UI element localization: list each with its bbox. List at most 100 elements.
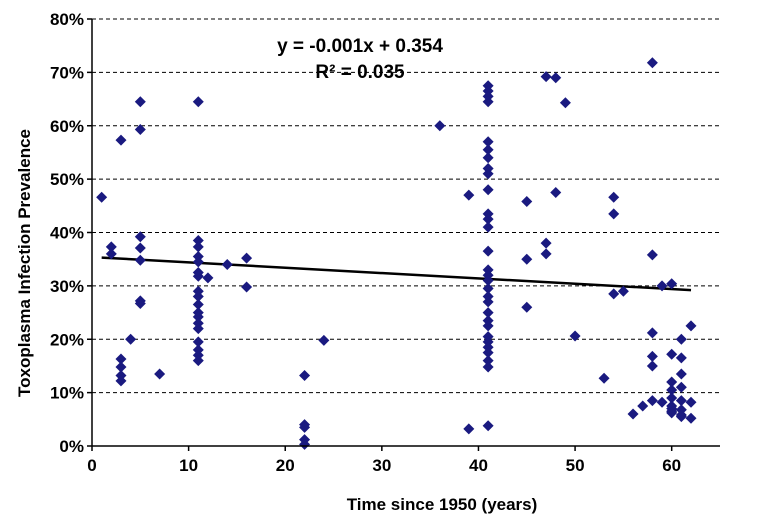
data-point bbox=[598, 372, 610, 384]
data-point bbox=[685, 320, 697, 332]
y-tick-labels: 0% 10% 20% 30% 40% 50% 60% 70% 80% bbox=[50, 10, 84, 456]
data-point bbox=[666, 392, 678, 404]
data-point bbox=[656, 396, 668, 408]
data-point bbox=[134, 254, 146, 266]
data-point bbox=[617, 285, 629, 297]
r-squared-label: R² = 0.035 bbox=[315, 62, 405, 83]
data-point bbox=[318, 334, 330, 346]
data-point bbox=[192, 270, 204, 282]
data-point bbox=[434, 120, 446, 132]
data-point bbox=[685, 396, 697, 408]
data-point bbox=[685, 412, 697, 424]
x-axis-title: Time since 1950 (years) bbox=[347, 495, 538, 514]
data-point bbox=[202, 272, 214, 284]
data-point bbox=[299, 438, 311, 450]
data-point bbox=[192, 336, 204, 348]
x-tick-label: 10 bbox=[179, 456, 198, 475]
data-point bbox=[192, 323, 204, 335]
data-point bbox=[675, 381, 687, 393]
data-point bbox=[115, 375, 127, 387]
data-point bbox=[540, 237, 552, 249]
data-point bbox=[666, 376, 678, 388]
data-point bbox=[482, 144, 494, 156]
data-point bbox=[521, 301, 533, 313]
data-point bbox=[134, 96, 146, 108]
data-point bbox=[675, 368, 687, 380]
trendline-equation: y = -0.001x + 0.354 bbox=[277, 36, 443, 57]
data-point bbox=[482, 420, 494, 432]
data-point bbox=[192, 241, 204, 253]
data-point bbox=[105, 248, 117, 260]
x-tick-label: 20 bbox=[276, 456, 295, 475]
y-tick-label: 10% bbox=[50, 384, 84, 403]
data-point bbox=[521, 253, 533, 265]
y-tick-label: 80% bbox=[50, 10, 84, 29]
data-point bbox=[482, 184, 494, 196]
y-tick-label: 40% bbox=[50, 224, 84, 243]
data-point bbox=[540, 71, 552, 83]
data-point bbox=[675, 352, 687, 364]
data-point bbox=[666, 407, 678, 419]
data-point bbox=[134, 242, 146, 254]
x-tick-label: 50 bbox=[566, 456, 585, 475]
data-point bbox=[482, 355, 494, 367]
y-tick-label: 20% bbox=[50, 330, 84, 349]
data-point bbox=[550, 186, 562, 198]
data-point bbox=[96, 191, 108, 203]
data-point bbox=[241, 252, 253, 264]
x-tick-labels: 0 10 20 30 40 50 60 bbox=[87, 456, 681, 475]
data-point bbox=[134, 297, 146, 309]
data-point bbox=[666, 384, 678, 396]
data-point bbox=[134, 123, 146, 135]
data-point bbox=[482, 221, 494, 233]
data-point bbox=[482, 213, 494, 225]
data-point bbox=[482, 168, 494, 180]
data-point bbox=[192, 256, 204, 268]
data-point bbox=[482, 296, 494, 308]
data-point bbox=[115, 361, 127, 373]
data-point bbox=[646, 249, 658, 261]
data-point bbox=[675, 395, 687, 407]
data-point bbox=[192, 96, 204, 108]
data-point bbox=[608, 208, 620, 220]
data-point bbox=[646, 57, 658, 69]
data-point bbox=[241, 281, 253, 293]
data-point bbox=[675, 333, 687, 345]
x-tick-label: 60 bbox=[662, 456, 681, 475]
y-axis-title: Toxoplasma Infection Prevalence bbox=[15, 129, 34, 397]
data-point bbox=[299, 370, 311, 382]
data-point bbox=[482, 136, 494, 148]
data-point bbox=[559, 97, 571, 109]
data-point bbox=[637, 400, 649, 412]
data-point bbox=[521, 196, 533, 208]
data-point bbox=[646, 360, 658, 372]
data-point bbox=[646, 350, 658, 362]
data-point bbox=[192, 355, 204, 367]
data-point bbox=[666, 348, 678, 360]
data-point bbox=[115, 353, 127, 365]
data-point bbox=[192, 291, 204, 303]
data-point bbox=[115, 134, 127, 146]
data-point bbox=[675, 411, 687, 423]
data-point bbox=[482, 320, 494, 332]
data-point bbox=[646, 327, 658, 339]
data-point bbox=[666, 278, 678, 290]
data-point bbox=[482, 245, 494, 257]
data-point bbox=[482, 283, 494, 295]
x-tick-label: 40 bbox=[469, 456, 488, 475]
y-tick-label: 0% bbox=[59, 437, 84, 456]
data-point bbox=[482, 275, 494, 287]
data-point bbox=[482, 307, 494, 319]
data-point bbox=[154, 368, 166, 380]
data-point bbox=[482, 347, 494, 359]
data-point bbox=[105, 241, 117, 253]
data-point bbox=[192, 311, 204, 323]
data-point bbox=[550, 72, 562, 84]
data-point bbox=[608, 191, 620, 203]
data-point bbox=[134, 231, 146, 243]
data-point bbox=[463, 189, 475, 201]
data-point bbox=[125, 333, 137, 345]
y-tick-label: 70% bbox=[50, 63, 84, 82]
data-point bbox=[540, 248, 552, 260]
y-tick-label: 30% bbox=[50, 277, 84, 296]
